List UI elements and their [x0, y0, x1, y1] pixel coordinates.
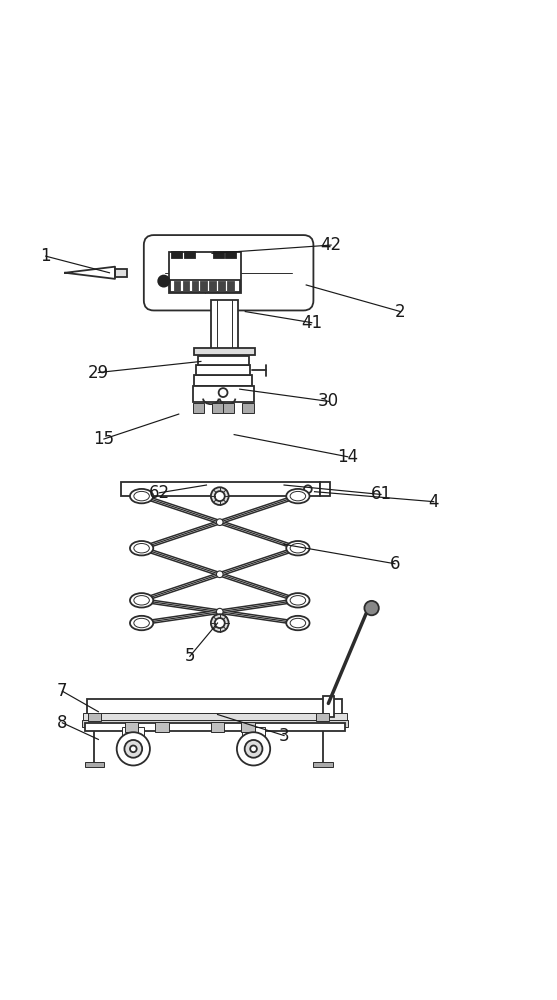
Text: 8: 8 [57, 714, 67, 732]
Text: 3: 3 [278, 727, 289, 745]
Ellipse shape [290, 491, 306, 501]
Circle shape [217, 571, 223, 578]
Bar [214, 252, 223, 258]
Bar [122, 727, 144, 737]
Bar [211, 722, 224, 732]
Bar [196, 365, 250, 375]
Ellipse shape [134, 596, 149, 605]
Text: 4: 4 [428, 493, 439, 511]
Ellipse shape [134, 544, 149, 553]
Bar [125, 722, 138, 732]
Bar [120, 482, 320, 496]
Bar [313, 762, 333, 767]
Bar [82, 720, 348, 727]
Bar [85, 723, 345, 731]
Bar [194, 348, 255, 355]
Bar [87, 699, 342, 714]
Ellipse shape [130, 541, 153, 555]
Bar [228, 282, 233, 291]
Circle shape [250, 746, 257, 752]
Text: 42: 42 [321, 236, 341, 254]
FancyBboxPatch shape [144, 235, 314, 310]
Bar [242, 403, 253, 413]
Ellipse shape [286, 541, 310, 555]
Bar [212, 403, 223, 413]
Circle shape [124, 740, 142, 758]
Bar [193, 386, 253, 402]
Circle shape [215, 491, 224, 501]
Circle shape [130, 746, 136, 752]
Circle shape [364, 601, 379, 615]
Bar [185, 252, 195, 258]
Circle shape [211, 614, 228, 632]
Circle shape [219, 388, 227, 397]
Circle shape [116, 732, 150, 765]
Bar [226, 252, 236, 258]
Ellipse shape [286, 489, 310, 503]
Bar [85, 762, 105, 767]
Bar [184, 282, 189, 291]
Bar [155, 722, 169, 732]
Text: 6: 6 [390, 555, 400, 573]
Text: 15: 15 [94, 430, 115, 448]
Circle shape [211, 487, 228, 505]
Bar [193, 403, 204, 413]
Bar [320, 482, 330, 496]
Circle shape [245, 740, 262, 758]
Circle shape [158, 276, 169, 287]
Bar [223, 403, 234, 413]
Circle shape [217, 608, 223, 615]
Text: 30: 30 [318, 392, 339, 410]
Circle shape [217, 519, 223, 525]
Bar [211, 282, 216, 291]
Bar [213, 355, 236, 386]
Bar [88, 713, 101, 721]
Bar [198, 356, 248, 365]
Bar [212, 300, 238, 351]
Text: 29: 29 [88, 364, 109, 382]
Bar [170, 280, 240, 292]
Text: 41: 41 [301, 314, 323, 332]
Text: 5: 5 [184, 647, 195, 665]
Ellipse shape [130, 616, 153, 630]
Bar [241, 722, 255, 732]
Text: 1: 1 [41, 247, 51, 265]
Ellipse shape [290, 596, 306, 605]
Ellipse shape [286, 593, 310, 608]
Ellipse shape [286, 616, 310, 630]
Bar [194, 375, 252, 386]
Text: 62: 62 [149, 484, 170, 502]
Ellipse shape [134, 491, 149, 501]
Bar [202, 282, 207, 291]
Text: 2: 2 [395, 303, 405, 321]
Text: 14: 14 [337, 448, 358, 466]
Ellipse shape [134, 618, 149, 628]
Ellipse shape [130, 489, 153, 503]
Bar [172, 252, 182, 258]
Bar [175, 282, 180, 291]
Ellipse shape [290, 618, 306, 628]
Circle shape [304, 485, 312, 493]
Bar [83, 713, 346, 720]
Polygon shape [65, 267, 115, 279]
Bar [193, 282, 198, 291]
Bar [242, 727, 265, 737]
Bar [316, 713, 330, 721]
Ellipse shape [290, 544, 306, 553]
Circle shape [325, 703, 333, 711]
Ellipse shape [130, 593, 153, 608]
Bar [219, 282, 224, 291]
Text: 7: 7 [57, 682, 67, 700]
Text: 61: 61 [370, 485, 392, 503]
Bar [169, 252, 241, 293]
Circle shape [215, 618, 224, 628]
Circle shape [237, 732, 270, 765]
Bar [115, 269, 127, 277]
Bar [323, 696, 334, 717]
